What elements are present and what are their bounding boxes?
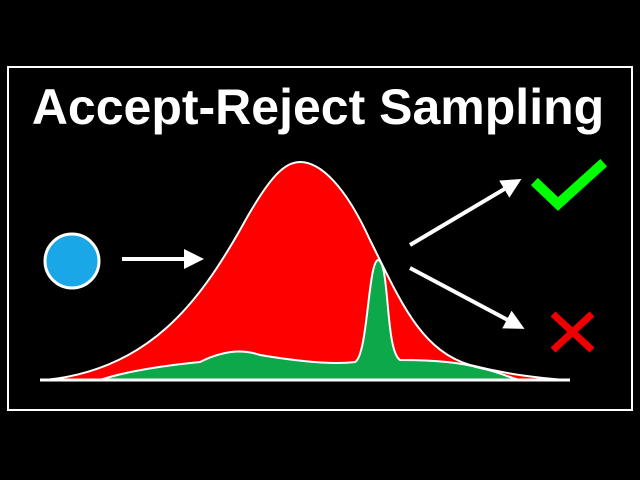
check-mark bbox=[530, 158, 608, 211]
title: Accept-Reject Sampling bbox=[32, 79, 604, 135]
cross-mark bbox=[550, 311, 595, 353]
sample-circle bbox=[43, 232, 101, 290]
accept-arrow bbox=[408, 178, 522, 247]
frame bbox=[7, 66, 633, 411]
reject-arrow bbox=[409, 266, 525, 329]
target-curve bbox=[99, 258, 521, 381]
